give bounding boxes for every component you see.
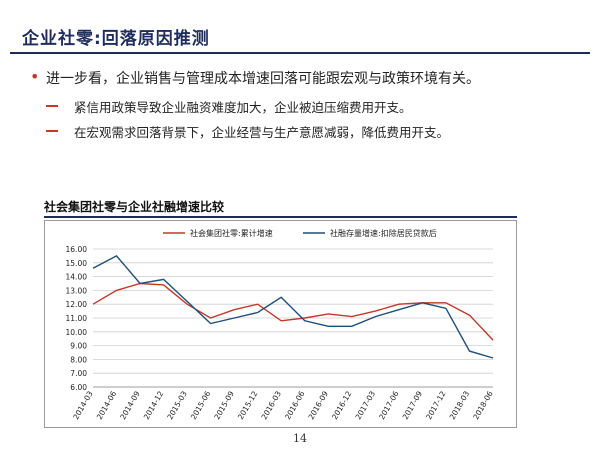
y-tick-label: 14.00: [66, 273, 88, 282]
y-tick-label: 9.00: [70, 342, 87, 351]
x-tick-label: 2016-06: [283, 389, 307, 421]
x-tick-label: 2014-09: [118, 389, 142, 421]
header-bar: 企业社零:回落原因推测: [10, 10, 590, 54]
x-tick-label: 2016-09: [307, 389, 331, 421]
x-tick-label: 2018-06: [471, 389, 495, 421]
chart-title-rule: [44, 216, 517, 218]
main-bullet-text: 进一步看，企业销售与管理成本增速回落可能跟宏观与政策环境有关。: [46, 71, 480, 87]
y-tick-label: 12.00: [66, 300, 88, 309]
x-tick-label: 2015-09: [212, 389, 236, 421]
series-line-retail: [92, 282, 494, 341]
sub-bullet-1: 紧信用政策导致企业融资难度加大，企业被迫压缩费用开支。: [74, 100, 412, 115]
x-tick-label: 2017-03: [354, 389, 378, 421]
x-tick-label: 2014-12: [142, 389, 166, 421]
page-number: 14: [293, 432, 307, 445]
y-tick-label: 8.00: [70, 355, 87, 364]
series-line-financing: [92, 255, 494, 359]
x-tick-label: 2015-03: [165, 389, 189, 421]
x-tick-label: 2017-12: [424, 389, 448, 421]
page-title: 企业社零:回落原因推测: [22, 29, 210, 49]
chart-container: 16.00 15.00 14.00 13.00 12.00 11.00 10.00 9.00 8…: [44, 220, 517, 428]
legend-label: 社会集团社零:累计增速: [190, 228, 273, 238]
x-tick-label: 2014-06: [95, 389, 119, 421]
y-tick-label: 11.00: [66, 314, 88, 323]
x-tick-label: 2017-06: [377, 389, 401, 421]
x-tick-label: 2015-06: [189, 389, 213, 421]
x-tick-label: 2017-09: [401, 389, 425, 421]
bullet-dot-icon: •: [30, 67, 40, 86]
sub-bullet-dash-icon: [46, 105, 58, 107]
x-tick-label: 2014-03: [71, 389, 95, 421]
x-tick-label: 2018-03: [448, 389, 472, 421]
sub-bullet-dash-icon: [46, 130, 58, 132]
y-tick-label: 10.00: [66, 328, 88, 337]
y-tick-label: 13.00: [66, 286, 88, 295]
x-tick-label: 2016-03: [260, 389, 284, 421]
x-tick-label: 2015-12: [236, 389, 260, 421]
legend-label: 社融存量增速:扣除居民贷款后: [330, 228, 437, 238]
sub-bullet-2: 在宏观需求回落背景下，企业经营与生产意愿减弱，降低费用开支。: [74, 125, 450, 140]
chart-title: 社会集团社零与企业社融增速比较: [44, 200, 225, 214]
y-tick-label: 15.00: [66, 259, 88, 268]
y-tick-label: 6.00: [70, 383, 87, 392]
line-chart: 16.00 15.00 14.00 13.00 12.00 11.00 10.00 9.00 8…: [66, 228, 495, 421]
x-tick-label: 2016-12: [330, 389, 354, 421]
y-tick-label: 16.00: [66, 245, 88, 254]
y-tick-label: 7.00: [70, 369, 87, 378]
